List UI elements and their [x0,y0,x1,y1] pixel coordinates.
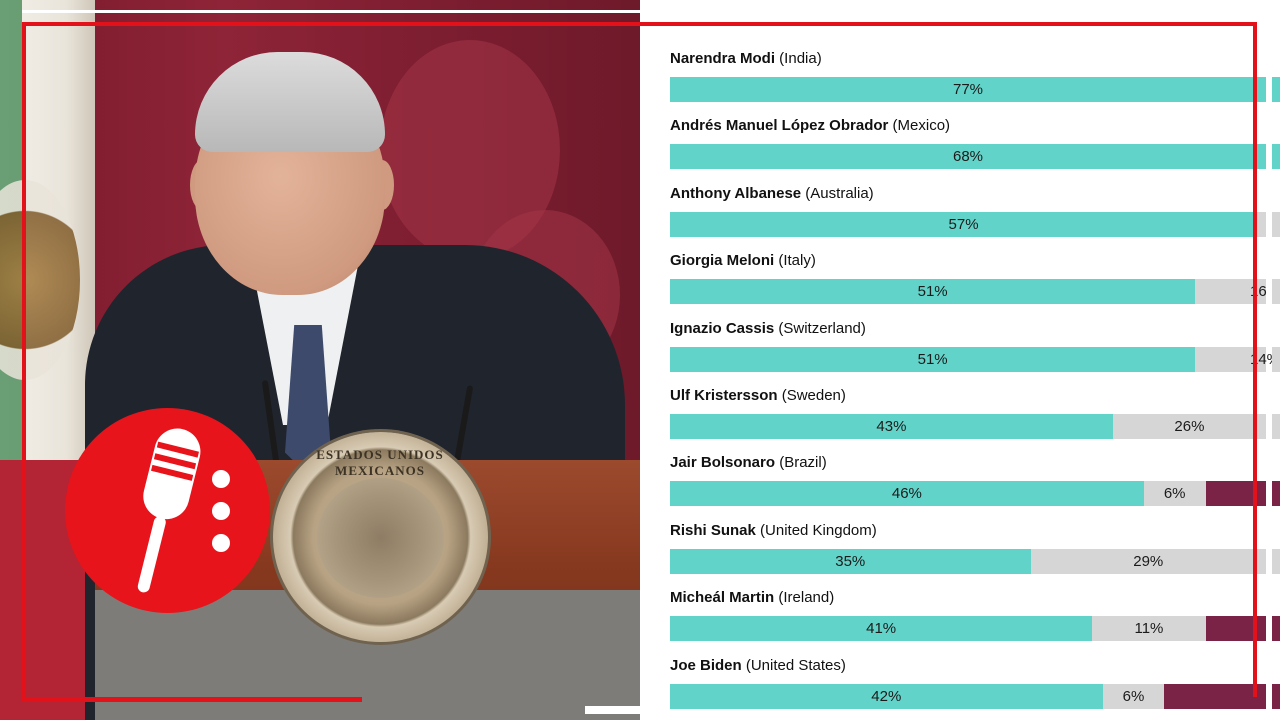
bar-overflow-tail [1272,211,1280,237]
speaker-photo: ESTADOS UNIDOS MEXICANOS [0,0,640,720]
bar-label: Micheál Martin (Ireland) [670,589,834,606]
bar-approve-segment: 35% [670,548,1031,574]
bar-approve-segment: 41% [670,616,1093,642]
bar-overflow-tail [1272,77,1280,102]
bar-neutral-label: 6% [1122,687,1145,705]
bar-approve-segment: 43% [670,414,1113,439]
leader-name: Narendra Modi [670,50,776,67]
bar-overflow-tail [1272,548,1280,574]
leader-name: Joe Biden [670,656,742,674]
bar-overflow-tail [1272,616,1280,642]
leader-name: Micheál Martin [670,589,775,607]
bar-overflow-tail [1272,481,1280,507]
leader-name: Andrés Manuel López Obrador [670,117,889,135]
microphone-icon [137,428,201,593]
bar-overflow-tail [1272,414,1280,439]
bar-disapprove-segment [1164,683,1266,709]
leader-name: Ignazio Cassis [670,319,775,337]
bar-overflow-tail [1272,279,1280,305]
bar-approve-segment: 57% [670,211,1258,237]
bar-approve-segment: 77% [670,77,1266,102]
leader-country: (United States) [741,656,846,674]
frame-bottom [22,697,362,702]
leader-country: (Ireland) [774,589,835,607]
leader-country: (United Kingdom) [755,521,877,539]
logo-dot [212,534,230,552]
bar-label: Anthony Albanese (Australia) [670,185,874,202]
logo-dot [212,502,230,520]
bar-overflow-tail [1272,346,1280,372]
bar-overflow-tail [1272,144,1280,170]
leader-country: (Mexico) [888,117,951,135]
bar-approve-segment: 42% [670,683,1103,709]
bar-neutral-label: 26% [1174,418,1205,435]
seal-lettering: ESTADOS UNIDOS MEXICANOS [316,447,444,478]
leader-name: Rishi Sunak [670,521,756,539]
bar-label: Joe Biden (United States) [670,657,846,674]
bar-approve-segment: 46% [670,481,1144,507]
leader-country: (Australia) [801,184,874,202]
leader-name: Ulf Kristersson [670,387,778,404]
leader-country: (Switzerland) [774,319,866,337]
bar-label: Ulf Kristersson (Sweden) [670,387,846,404]
speaker-hair [195,52,385,152]
bar-label: Andrés Manuel López Obrador (Mexico) [670,117,950,134]
bar-approve-segment: 51% [670,279,1196,305]
bar-neutral-label: 29% [1133,552,1164,570]
leader-name: Giorgia Meloni [670,252,775,270]
logo-dot [212,470,230,488]
white-accent-line [585,706,640,714]
frame-top [22,22,1257,26]
frame-right [1253,22,1257,697]
bar-label: Jair Bolsonaro (Brazil) [670,454,827,471]
frame-top-highlight [22,10,640,13]
bar-approve-segment: 51% [670,346,1196,372]
bar-label: Ignazio Cassis (Switzerland) [670,320,866,337]
bar-label: Giorgia Meloni (Italy) [670,252,816,269]
seal-eagle-emblem [317,478,444,598]
frame-left [22,22,26,702]
bar-neutral-label: 6% [1163,485,1186,503]
leader-country: (Brazil) [775,454,827,472]
leader-name: Jair Bolsonaro [670,454,776,472]
leader-country: (Sweden) [777,387,846,404]
leader-country: (India) [775,50,822,67]
bar-approve-segment: 68% [670,144,1266,170]
leader-name: Anthony Albanese [670,184,802,202]
bar-label: Rishi Sunak (United Kingdom) [670,522,877,539]
bar-neutral-label: 11% [1134,620,1164,638]
bar-overflow-tail [1272,683,1280,709]
leader-country: (Italy) [774,252,816,270]
bar-label: Narendra Modi (India) [670,50,822,67]
